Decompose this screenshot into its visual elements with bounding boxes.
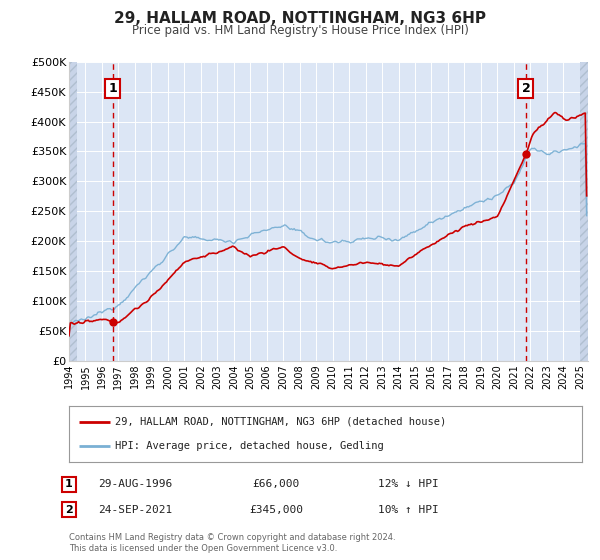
Text: £345,000: £345,000 xyxy=(249,505,303,515)
Text: 29, HALLAM ROAD, NOTTINGHAM, NG3 6HP (detached house): 29, HALLAM ROAD, NOTTINGHAM, NG3 6HP (de… xyxy=(115,417,446,427)
Text: 29, HALLAM ROAD, NOTTINGHAM, NG3 6HP: 29, HALLAM ROAD, NOTTINGHAM, NG3 6HP xyxy=(114,11,486,26)
Bar xyxy=(69,62,77,361)
Text: HPI: Average price, detached house, Gedling: HPI: Average price, detached house, Gedl… xyxy=(115,441,384,451)
Text: 2: 2 xyxy=(65,505,73,515)
Text: Price paid vs. HM Land Registry's House Price Index (HPI): Price paid vs. HM Land Registry's House … xyxy=(131,24,469,36)
Text: 2: 2 xyxy=(521,82,530,95)
Text: 1: 1 xyxy=(65,479,73,489)
Text: 10% ↑ HPI: 10% ↑ HPI xyxy=(377,505,439,515)
Text: Contains HM Land Registry data © Crown copyright and database right 2024.
This d: Contains HM Land Registry data © Crown c… xyxy=(69,533,395,553)
Text: 1: 1 xyxy=(109,82,117,95)
Text: 29-AUG-1996: 29-AUG-1996 xyxy=(98,479,172,489)
Text: £66,000: £66,000 xyxy=(253,479,299,489)
Text: 24-SEP-2021: 24-SEP-2021 xyxy=(98,505,172,515)
Text: 12% ↓ HPI: 12% ↓ HPI xyxy=(377,479,439,489)
Bar xyxy=(580,62,588,361)
